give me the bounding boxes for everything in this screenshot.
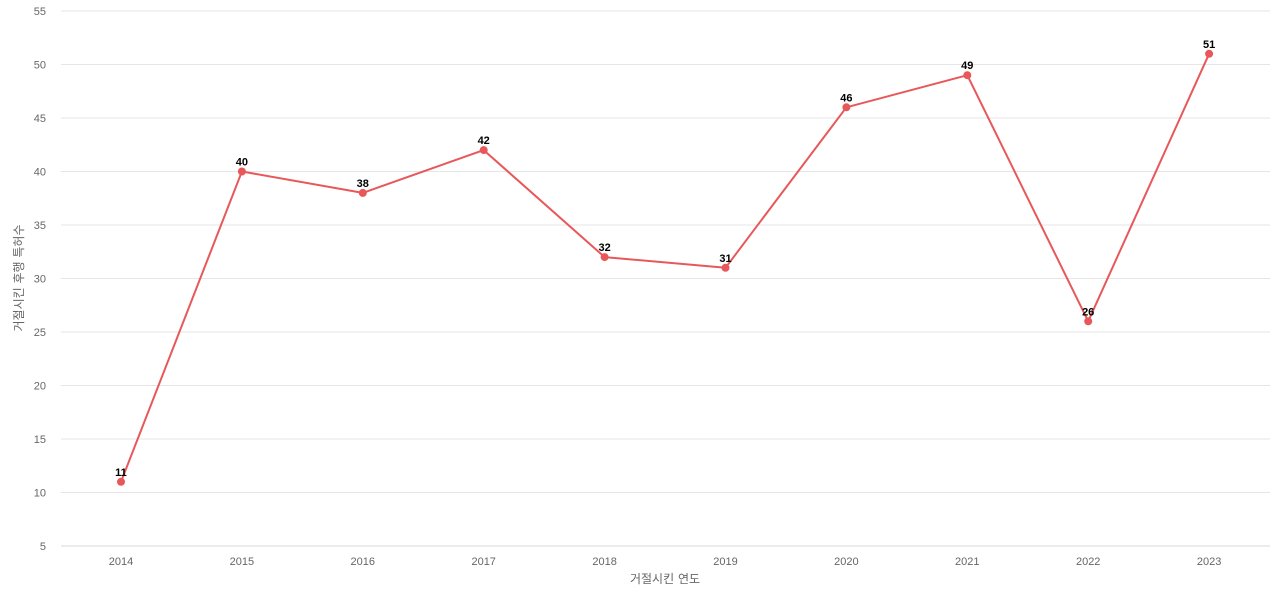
y-axis-title: 거절시킨 후행 특허수 <box>11 225 26 332</box>
data-point[interactable] <box>237 167 246 176</box>
x-tick-label: 2018 <box>592 556 616 568</box>
y-tick-label: 40 <box>34 167 46 179</box>
y-tick-label: 10 <box>34 488 46 500</box>
data-point[interactable] <box>600 253 609 262</box>
y-tick-label: 30 <box>34 274 46 286</box>
data-label: 38 <box>357 178 369 190</box>
series <box>120 53 1211 483</box>
x-tick-label: 2015 <box>230 556 254 568</box>
y-tick-label: 35 <box>34 220 46 232</box>
data-label: 26 <box>1082 306 1094 318</box>
data-point[interactable] <box>1084 317 1093 326</box>
grid <box>61 10 1270 547</box>
data-label: 32 <box>598 242 610 254</box>
y-tick-label: 25 <box>34 327 46 339</box>
x-tick-label: 2014 <box>109 556 133 568</box>
data-label: 42 <box>478 135 490 147</box>
data-label: 40 <box>236 157 248 169</box>
x-tick-label: 2020 <box>834 556 858 568</box>
data-point[interactable] <box>842 103 851 112</box>
x-tick-label: 2016 <box>351 556 375 568</box>
x-tick-label: 2019 <box>713 556 737 568</box>
y-tick-label: 5 <box>40 541 46 553</box>
x-tick-label: 2021 <box>955 556 979 568</box>
x-axis-ticks: 2014 2015 2016 2017 2018 2019 2020 2021 2022 2023 <box>109 556 1222 568</box>
data-point[interactable] <box>479 146 488 155</box>
series-line <box>120 53 1211 483</box>
x-tick-label: 2017 <box>471 556 495 568</box>
data-point[interactable] <box>1205 49 1214 58</box>
data-label: 51 <box>1203 39 1215 51</box>
x-tick-label: 2023 <box>1197 556 1221 568</box>
y-tick-label: 55 <box>34 6 46 18</box>
y-tick-label: 15 <box>34 434 46 446</box>
data-labels: 11 40 38 42 32 31 46 49 26 51 <box>115 39 1215 479</box>
y-tick-label: 50 <box>34 60 46 72</box>
y-tick-label: 20 <box>34 381 46 393</box>
data-points <box>117 49 1214 486</box>
data-point[interactable] <box>358 188 367 197</box>
data-label: 31 <box>719 253 731 265</box>
data-point[interactable] <box>721 263 730 272</box>
x-axis-title: 거절시킨 연도 <box>630 572 700 586</box>
y-tick-label: 45 <box>34 113 46 125</box>
y-axis-ticks: 5 10 15 20 25 30 35 40 45 50 55 <box>34 6 46 553</box>
data-point[interactable] <box>963 71 972 80</box>
data-label: 11 <box>115 467 127 479</box>
data-point[interactable] <box>117 477 125 486</box>
data-label: 49 <box>961 60 973 72</box>
data-label: 46 <box>840 92 852 104</box>
x-tick-label: 2022 <box>1076 556 1100 568</box>
